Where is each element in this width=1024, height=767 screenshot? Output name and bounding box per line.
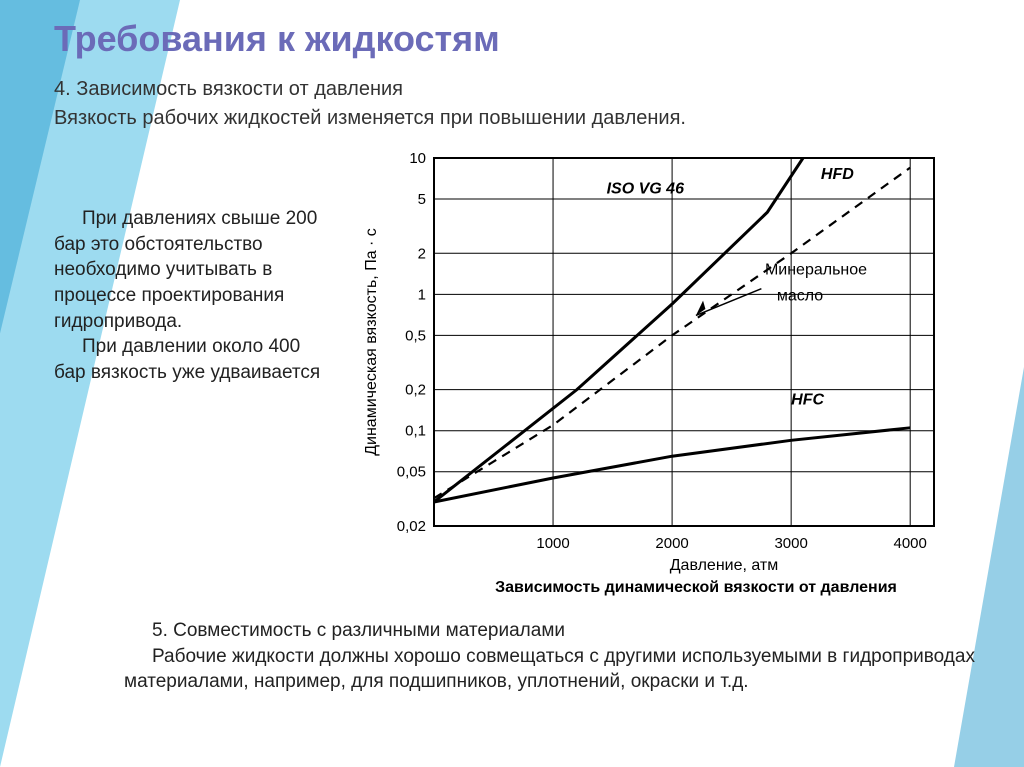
svg-text:0,1: 0,1: [405, 423, 426, 440]
chart-container: 0,02 0,05 0,1 0,2 0,5 1 2 5 10 1000 2000 3000 4000 IS…: [352, 146, 984, 606]
para-1: При давлениях свыше 200 бар это обстояте…: [54, 206, 334, 334]
heading-5: 5. Совместимость с различными материалам…: [124, 618, 984, 644]
heading-4: 4. Зависимость вязкости от давления: [54, 78, 984, 101]
svg-text:HFD: HFD: [821, 166, 854, 183]
svg-text:1: 1: [418, 286, 426, 303]
svg-text:10: 10: [409, 150, 426, 167]
svg-text:1000: 1000: [536, 535, 569, 552]
svg-text:0,2: 0,2: [405, 382, 426, 399]
svg-text:Давление, атм: Давление, атм: [670, 557, 779, 574]
svg-text:Динамическая вязкость, Па · с: Динамическая вязкость, Па · с: [363, 228, 380, 456]
left-paragraphs: При давлениях свыше 200 бар это обстояте…: [54, 146, 334, 606]
page-title: Требования к жидкостям: [54, 18, 984, 60]
svg-text:2000: 2000: [655, 535, 688, 552]
svg-text:HFC: HFC: [791, 392, 824, 409]
svg-text:ISO VG 46: ISO VG 46: [607, 180, 684, 197]
bottom-para: Рабочие жидкости должны хорошо совмещать…: [124, 644, 984, 695]
svg-text:0,02: 0,02: [397, 518, 426, 535]
svg-text:0,05: 0,05: [397, 464, 426, 481]
para-2: При давлении около 400 бар вязкость уже …: [54, 334, 334, 385]
intro-text: Вязкость рабочих жидкостей изменяется пр…: [54, 107, 984, 130]
bottom-section: 5. Совместимость с различными материалам…: [54, 618, 984, 695]
svg-text:Минеральное: Минеральное: [765, 261, 867, 278]
viscosity-chart: 0,02 0,05 0,1 0,2 0,5 1 2 5 10 1000 2000 3000 4000 IS…: [352, 146, 952, 606]
svg-text:0,5: 0,5: [405, 327, 426, 344]
svg-text:4000: 4000: [894, 535, 927, 552]
svg-text:2: 2: [418, 245, 426, 262]
svg-text:Зависимость динамической вязко: Зависимость динамической вязкости от дав…: [495, 579, 897, 596]
svg-text:3000: 3000: [774, 535, 807, 552]
svg-text:масло: масло: [777, 288, 823, 305]
svg-text:5: 5: [418, 191, 426, 208]
